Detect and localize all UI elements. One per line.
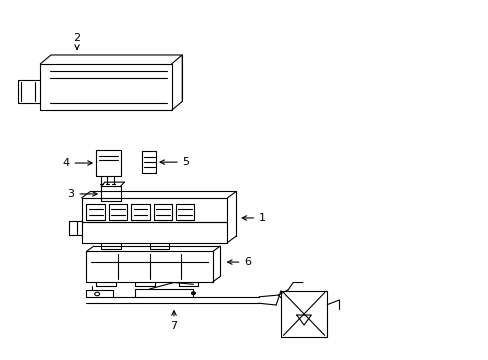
Text: 3: 3	[67, 189, 97, 199]
Circle shape	[191, 292, 195, 295]
Text: 1: 1	[242, 213, 265, 223]
Text: 7: 7	[170, 311, 177, 332]
Text: 5: 5	[160, 157, 189, 167]
Text: 6: 6	[227, 257, 251, 267]
Text: 2: 2	[73, 33, 81, 49]
Text: 4: 4	[62, 158, 92, 168]
